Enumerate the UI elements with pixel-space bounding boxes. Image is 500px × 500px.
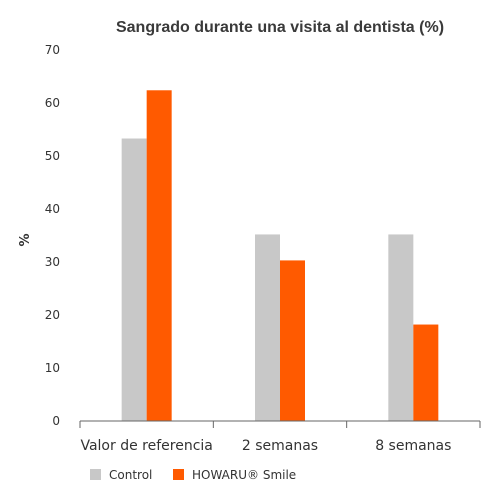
y-tick-label: 10: [45, 361, 60, 375]
category-label: 8 semanas: [375, 438, 451, 454]
y-tick-label: 30: [45, 255, 60, 269]
chart-title: Sangrado durante una visita al dentista …: [116, 19, 444, 36]
y-tick-label: 0: [52, 414, 60, 428]
x-axis-ticks: [79, 421, 481, 428]
x-axis-categories: Valor de referencia 2 semanas 8 semanas: [80, 438, 451, 454]
y-tick-label: 70: [45, 43, 60, 57]
y-axis-ticks: 0 10 20 30 40 50 60 70: [45, 43, 60, 428]
category-label: Valor de referencia: [80, 438, 212, 454]
category-label: 2 semanas: [242, 438, 318, 454]
y-tick-label: 20: [45, 308, 60, 322]
bar-control-2: [388, 234, 414, 421]
legend-swatch: [173, 469, 184, 480]
bar-howaru-2: [413, 324, 439, 421]
legend-label: Control: [109, 468, 152, 482]
y-tick-label: 60: [45, 96, 60, 110]
legend: Control HOWARU® Smile: [90, 468, 296, 482]
y-tick-label: 40: [45, 202, 60, 216]
bar-control-1: [255, 234, 280, 421]
bar-control-0: [121, 138, 147, 421]
legend-label: HOWARU® Smile: [192, 468, 296, 482]
bar-howaru-1: [280, 260, 305, 421]
y-tick-label: 50: [45, 149, 60, 163]
legend-swatch: [90, 469, 101, 480]
y-axis-label: %: [18, 233, 33, 246]
bar-howaru-0: [146, 90, 172, 421]
bars: [121, 90, 439, 421]
